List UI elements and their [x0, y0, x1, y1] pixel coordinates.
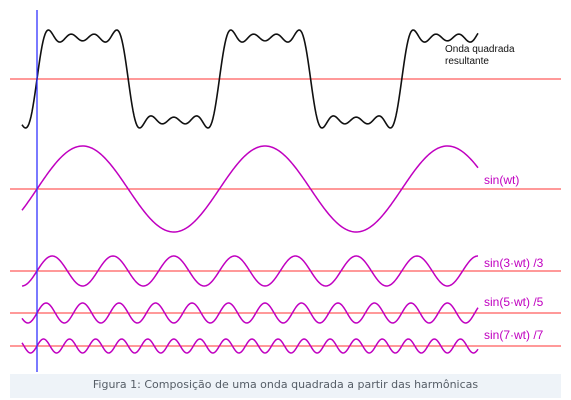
resultant-label-line2: resultante [445, 56, 489, 67]
resultant-label: Onda quadrada resultante [445, 44, 515, 68]
wave-sin5 [21, 302, 479, 324]
label-sin3: sin(3·wt) /3 [484, 256, 544, 270]
waveform-diagram [10, 10, 561, 372]
wave-sin3 [21, 255, 479, 287]
wave-sin1 [21, 145, 479, 233]
label-sin5: sin(5·wt) /5 [484, 295, 544, 309]
caption-bar: Figura 1: Composição de uma onda quadrad… [10, 374, 561, 398]
label-sin7: sin(7·wt) /7 [484, 328, 544, 342]
label-sin1: sin(wt) [484, 173, 520, 187]
resultant-label-line1: Onda quadrada [445, 44, 515, 55]
wave-sin7 [21, 338, 479, 354]
figure-caption: Figura 1: Composição de uma onda quadrad… [92, 378, 479, 391]
wave-result [21, 29, 479, 129]
